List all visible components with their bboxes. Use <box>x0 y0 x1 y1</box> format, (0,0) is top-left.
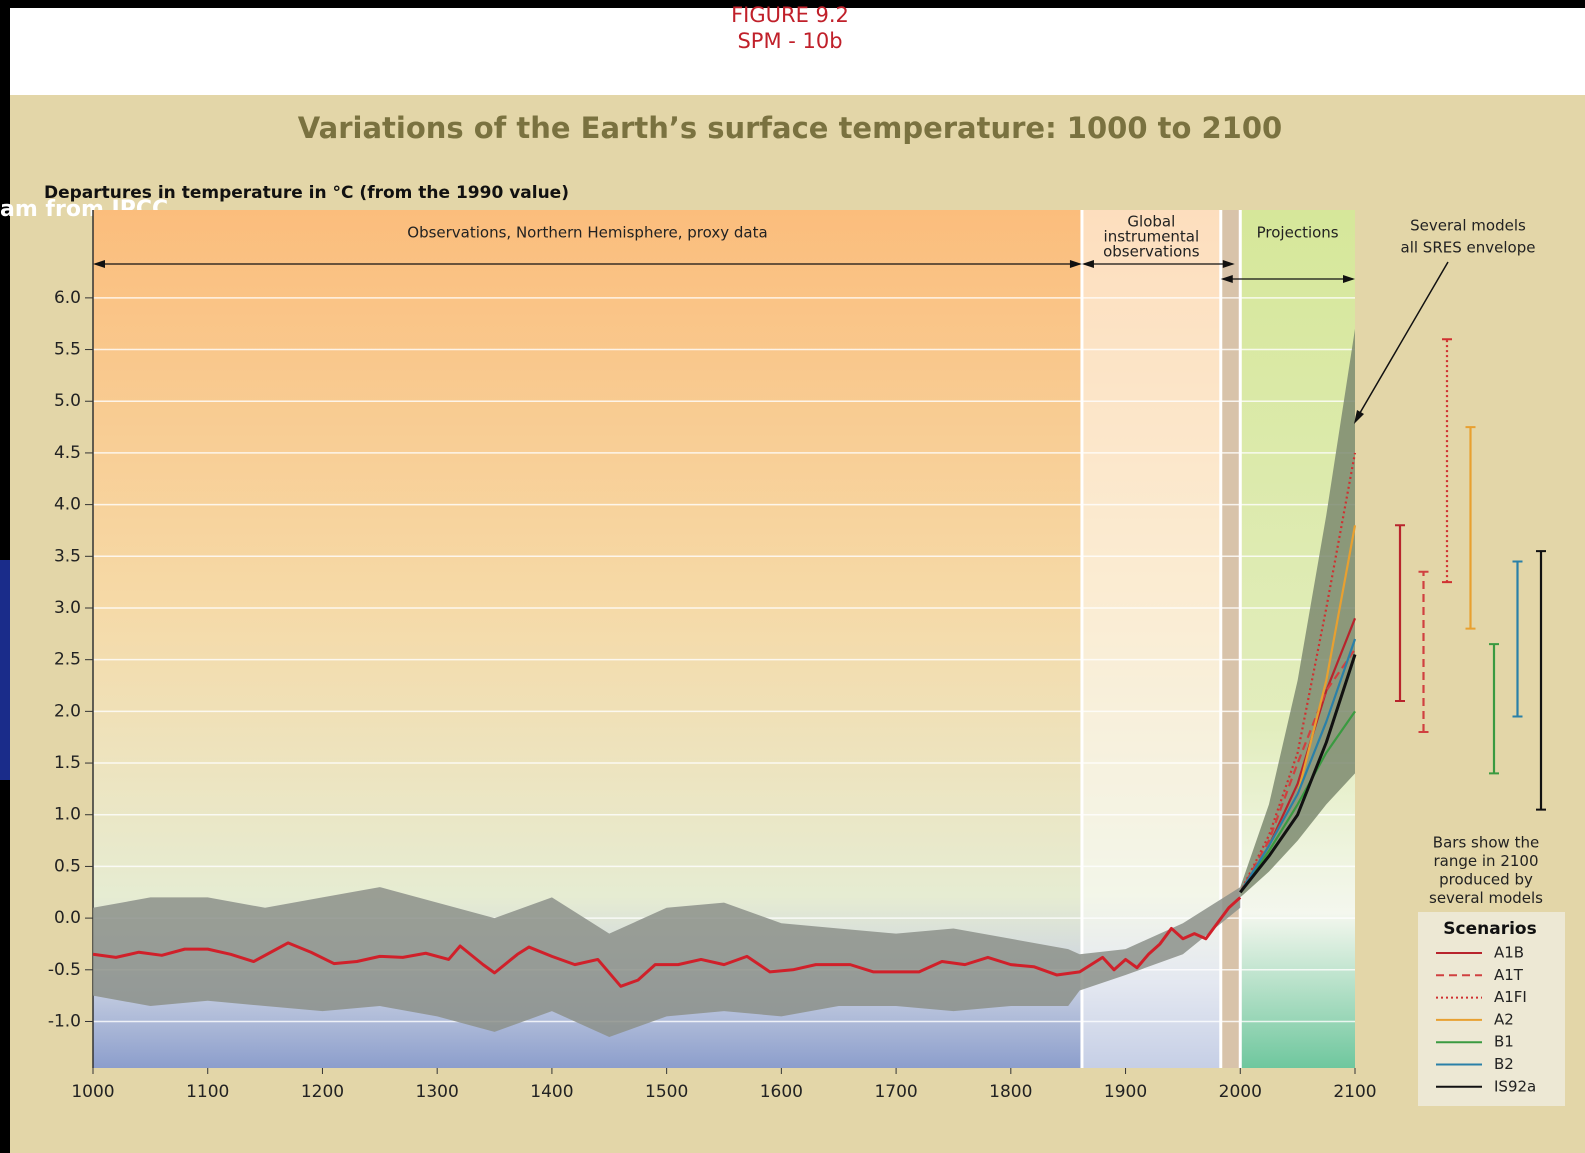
annotation: range in 2100 <box>1434 852 1539 870</box>
region-label: Global <box>1127 213 1175 231</box>
region-label: instrumental <box>1104 228 1200 246</box>
legend-label: B1 <box>1494 1033 1514 1051</box>
sres-envelope <box>1240 328 1355 898</box>
y-axis-label: Departures in temperature in °C (from th… <box>44 183 569 203</box>
projection-line <box>1239 654 1357 894</box>
annotation: Bars show the <box>1433 834 1539 852</box>
x-tick-label: 1800 <box>989 1082 1032 1102</box>
range-cap <box>1395 524 1405 703</box>
y-tick-label: 4.5 <box>54 443 81 463</box>
region-label: Projections <box>1257 224 1339 242</box>
annotation-arrow <box>1356 261 1449 419</box>
y-tick-label: 0.5 <box>54 856 81 876</box>
y-tick-label: 3.0 <box>54 598 81 618</box>
x-tick-label: 1900 <box>1104 1082 1147 1102</box>
projection-line <box>1239 648 1356 893</box>
proxy-range <box>93 887 1241 1037</box>
legend-label: B2 <box>1494 1055 1514 1073</box>
legend-label: A1B <box>1494 944 1524 962</box>
y-tick-label: 0.0 <box>54 908 81 928</box>
legend-label: A2 <box>1494 1010 1514 1028</box>
region-gap <box>1220 210 1241 1068</box>
annotation: all SRES envelope <box>1401 239 1536 257</box>
x-tick-label: 2100 <box>1333 1082 1376 1102</box>
y-tick-label: -0.5 <box>48 960 81 980</box>
projection-line <box>1239 638 1357 893</box>
region-label: observations <box>1103 243 1200 261</box>
projection-line <box>1239 452 1357 893</box>
x-tick-label: 1500 <box>645 1082 688 1102</box>
y-tick-label: 2.0 <box>54 701 81 721</box>
legend-label: A1FI <box>1494 988 1527 1006</box>
x-tick-label: 1600 <box>760 1082 803 1102</box>
observation-line <box>92 896 1242 988</box>
chart-title: Variations of the Earth’s surface temper… <box>298 111 1282 145</box>
x-tick-label: 1300 <box>416 1082 459 1102</box>
x-tick-label: 1000 <box>71 1082 114 1102</box>
x-tick-label: 2000 <box>1219 1082 1262 1102</box>
figure-code: SPM - 10b <box>737 29 842 53</box>
projection-line <box>1239 710 1356 893</box>
annotation: produced by <box>1439 871 1533 889</box>
x-tick-label: 1100 <box>186 1082 229 1102</box>
range-cap <box>1489 643 1499 775</box>
x-tick-label: 1400 <box>530 1082 573 1102</box>
legend-box <box>1418 912 1565 1106</box>
region-label: Observations, Northern Hemisphere, proxy… <box>407 224 767 242</box>
legend-label: IS92a <box>1494 1077 1536 1095</box>
range-cap <box>1536 550 1546 811</box>
range-cap <box>1442 338 1452 584</box>
y-tick-label: 1.5 <box>54 753 81 773</box>
legend-label: A1T <box>1494 966 1524 984</box>
figure-number: FIGURE 9.2 <box>731 3 849 27</box>
legend-title: Scenarios <box>1443 919 1536 939</box>
y-tick-label: 5.0 <box>54 391 81 411</box>
range-cap <box>1512 560 1523 718</box>
y-tick-label: 3.5 <box>54 546 81 566</box>
y-tick-label: 1.0 <box>54 805 81 825</box>
range-cap <box>1418 570 1429 734</box>
range-cap <box>1465 426 1476 630</box>
y-tick-label: 6.0 <box>54 288 81 308</box>
y-tick-label: 2.5 <box>54 650 81 670</box>
y-tick-label: -1.0 <box>48 1011 81 1031</box>
x-tick-label: 1200 <box>301 1082 344 1102</box>
annotation: Several models <box>1410 217 1526 235</box>
slide-edge <box>0 560 10 780</box>
arrow-head <box>1354 410 1364 424</box>
x-tick-label: 1700 <box>874 1082 917 1102</box>
y-tick-label: 5.5 <box>54 340 81 360</box>
y-tick-label: 4.0 <box>54 495 81 515</box>
annotation: several models <box>1429 889 1543 907</box>
